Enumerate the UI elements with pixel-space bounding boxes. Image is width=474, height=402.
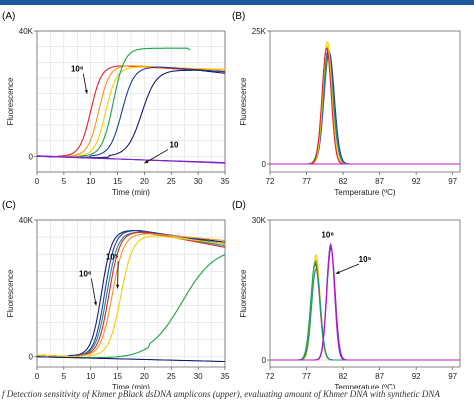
x-tick-label: 15 [113,177,122,186]
chart-panel-4: (D) 72 77 82 87 92 97 30K 0 Temperature (ºC) Fluor… [232,200,461,389]
series-line-8 [270,242,460,361]
x-tick-label: 35 [221,372,230,381]
series-line-4 [270,260,460,361]
plot-frame [36,30,226,173]
plot-frame [36,219,226,368]
series-group [37,229,225,363]
panel-label: (A) [2,11,15,22]
figure-canvas: (A) 0 5 10 15 20 25 30 35 40K 0 Time (min) Fluoresce… [2,11,461,389]
x-tick-label: 97 [448,177,457,186]
series-line-5 [270,45,460,165]
x-tick-label: 25 [167,372,176,381]
series-line-3 [270,53,460,165]
series-line-7 [270,247,460,361]
figure-caption: f Detection sensitivity of Khmer pBlack … [2,389,440,399]
x-tick-label: 10 [86,177,95,186]
x-tick-label: 82 [339,177,348,186]
series-line-5 [270,267,460,361]
y-tick-label: 0 [29,353,34,362]
x-tick-label: 82 [339,372,348,381]
panel-label: (C) [2,200,16,211]
x-axis-label: Temperature (ºC) [334,188,395,197]
annotation-label: 10⁵ [359,255,372,264]
x-tick-label: 10 [86,372,95,381]
chart-panel-1: (A) 0 5 10 15 20 25 30 35 40K 0 Time (min) Fluoresce… [2,11,230,197]
y-tick-label: 0 [262,356,267,365]
panel-label: (D) [232,200,246,211]
x-tick-label: 92 [412,372,421,381]
x-tick-label: 77 [302,177,311,186]
y-tick-label: 40K [19,216,34,225]
panel-label: (B) [232,11,245,22]
annotation-arrowhead [84,89,88,94]
x-tick-label: 87 [375,372,384,381]
series-line-1 [270,263,460,361]
x-tick-label: 72 [266,177,275,186]
annotation-arrowhead [335,270,340,274]
x-tick-label: 92 [412,177,421,186]
series-group [37,47,225,164]
y-tick-label: 0 [262,160,267,169]
y-tick-label: 30K [252,216,267,225]
annotation-label: 10⁶ [321,231,334,240]
x-tick-label: 0 [35,372,40,381]
annotation-arrowhead [116,284,120,289]
series-line-4 [270,56,460,165]
x-tick-label: 30 [194,177,203,186]
y-axis-label: Fluorescence [6,269,15,318]
x-axis-label: Temperature (ºC) [334,383,395,389]
annotation-label: 10 [170,141,179,150]
series-group [270,41,460,165]
x-tick-label: 87 [375,177,384,186]
annotation-label: 10⁶ [71,65,84,74]
y-tick-label: 0 [29,152,34,161]
series-line-6 [37,235,225,358]
x-tick-label: 77 [302,372,311,381]
x-tick-label: 35 [221,177,230,186]
series-group [270,242,460,361]
y-axis-label: Fluorescence [6,77,15,126]
annotation-arrow [144,149,169,164]
y-axis-label: Fluorescence [239,269,248,318]
x-axis-label: Time (min) [112,188,150,197]
y-axis-label: Fluorescence [239,77,248,126]
annotation-arrow [90,278,97,306]
annotation-arrowhead [93,301,97,306]
annotation-arrow [335,263,360,275]
plot-frame [269,30,461,173]
series-line-1 [270,48,460,165]
x-tick-label: 72 [266,372,275,381]
series-line-7 [270,47,460,165]
x-tick-label: 5 [62,372,67,381]
chart-panel-2: (B) 72 77 82 87 92 97 25K 0 Temperature (ºC) Fluor… [232,11,461,197]
x-tick-label: 20 [140,372,149,381]
x-tick-label: 25 [167,177,176,186]
annotation-arrow [117,261,119,289]
x-tick-label: 30 [194,372,203,381]
series-line-2 [270,259,460,361]
annotation-label: 10⁶ [79,269,92,278]
annotation-arrowhead [144,160,149,164]
x-tick-label: 97 [448,372,457,381]
series-line-8 [37,356,225,363]
x-tick-label: 15 [113,372,122,381]
series-line-3 [270,253,460,361]
x-tick-label: 0 [35,177,40,186]
x-axis-label: Time (min) [112,383,150,389]
x-tick-label: 20 [140,177,149,186]
series-line-2 [270,51,460,165]
chart-panel-3: (C) 0 5 10 15 20 25 30 35 40K 0 Time (min) Fluoresce… [2,200,230,389]
x-tick-label: 5 [62,177,67,186]
series-line-6 [270,41,460,165]
series-line-8 [37,155,225,164]
y-tick-label: 25K [252,27,267,36]
plot-frame [269,219,461,368]
top-color-bar [0,0,474,5]
annotation-label: 10⁵ [106,252,119,261]
y-tick-label: 40K [19,27,34,36]
